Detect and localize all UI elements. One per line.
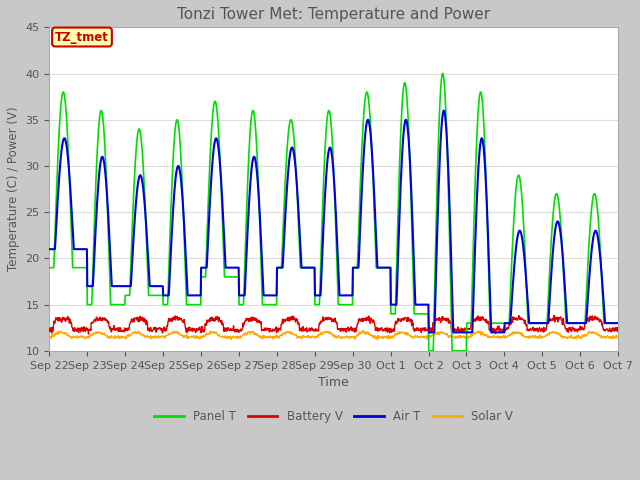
Solar V [359,327,367,333]
Air T [422,302,430,308]
Panel T [547,237,555,242]
Battery V [159,330,166,336]
Title: Tonzi Tower Met: Temperature and Power: Tonzi Tower Met: Temperature and Power [177,7,490,22]
Solar V [497,335,505,341]
Line: Solar V: Solar V [49,330,618,340]
Legend: Panel T, Battery V, Air T, Solar V: Panel T, Battery V, Air T, Solar V [149,405,518,428]
Panel T [614,320,622,326]
Battery V [550,312,558,318]
Panel T [158,292,166,298]
Panel T [425,348,433,354]
Air T [440,108,447,113]
Line: Panel T: Panel T [49,73,618,351]
Air T [158,283,166,289]
Panel T [45,265,53,271]
Panel T [497,320,505,326]
Solar V [236,335,243,340]
Air T [497,329,505,335]
Solar V [158,334,166,340]
Panel T [236,302,243,308]
Panel T [172,121,180,127]
Solar V [374,337,381,343]
Battery V [84,331,92,337]
Air T [425,329,433,335]
Solar V [547,330,555,336]
Battery V [614,329,622,335]
Line: Air T: Air T [49,110,618,332]
Battery V [547,317,555,323]
Battery V [422,327,430,333]
Air T [45,246,53,252]
Battery V [45,328,53,334]
Solar V [423,336,431,342]
Solar V [172,330,180,336]
Line: Battery V: Battery V [49,315,618,334]
Air T [172,173,180,179]
Solar V [45,335,53,341]
Battery V [236,327,244,333]
Panel T [439,71,447,76]
X-axis label: Time: Time [318,376,349,389]
Air T [236,292,243,298]
Air T [614,320,622,326]
Battery V [172,315,180,321]
Panel T [422,311,430,317]
Air T [547,270,555,276]
Y-axis label: Temperature (C) / Power (V): Temperature (C) / Power (V) [7,107,20,271]
Battery V [497,327,504,333]
Solar V [614,335,622,341]
Text: TZ_tmet: TZ_tmet [55,31,109,44]
